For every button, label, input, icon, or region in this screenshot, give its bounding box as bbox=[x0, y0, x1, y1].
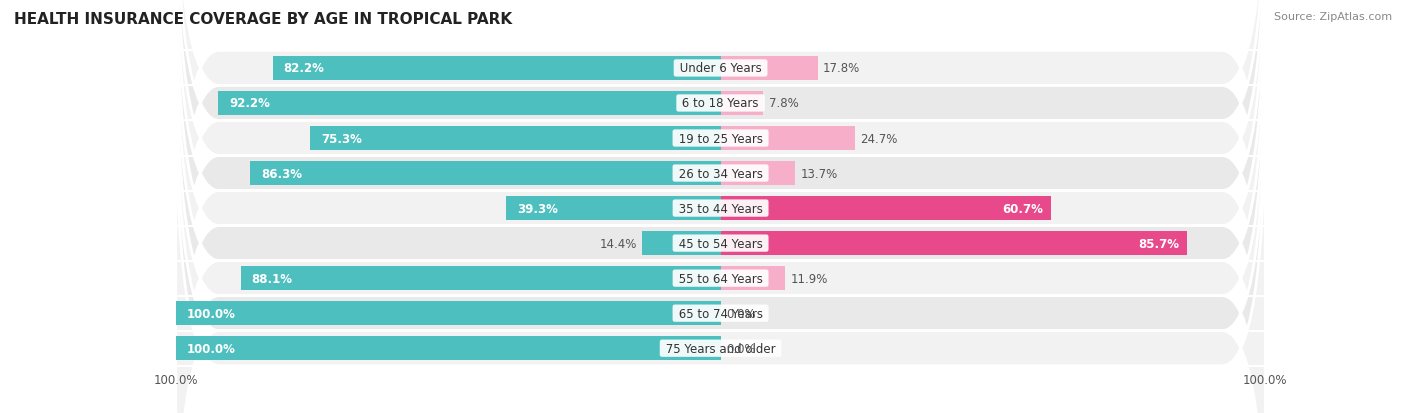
Text: 24.7%: 24.7% bbox=[860, 132, 898, 145]
Text: 92.2%: 92.2% bbox=[229, 97, 270, 110]
FancyBboxPatch shape bbox=[176, 17, 1265, 413]
Bar bbox=[721, 127, 855, 151]
FancyBboxPatch shape bbox=[176, 0, 1265, 401]
Text: 7.8%: 7.8% bbox=[769, 97, 799, 110]
Bar bbox=[506, 197, 721, 221]
Bar bbox=[218, 92, 721, 116]
Text: 6 to 18 Years: 6 to 18 Years bbox=[679, 97, 762, 110]
FancyBboxPatch shape bbox=[176, 51, 1265, 413]
Bar bbox=[643, 232, 721, 255]
Text: 85.7%: 85.7% bbox=[1139, 237, 1180, 250]
Text: 35 to 44 Years: 35 to 44 Years bbox=[675, 202, 766, 215]
Text: 17.8%: 17.8% bbox=[823, 62, 860, 75]
Text: 55 to 64 Years: 55 to 64 Years bbox=[675, 272, 766, 285]
FancyBboxPatch shape bbox=[176, 0, 1265, 413]
FancyBboxPatch shape bbox=[176, 0, 1265, 413]
Text: 0.0%: 0.0% bbox=[725, 342, 755, 355]
Text: 82.2%: 82.2% bbox=[284, 62, 325, 75]
FancyBboxPatch shape bbox=[176, 0, 1265, 366]
Text: 39.3%: 39.3% bbox=[517, 202, 558, 215]
FancyBboxPatch shape bbox=[176, 86, 1265, 413]
Bar bbox=[273, 57, 721, 81]
Text: Under 6 Years: Under 6 Years bbox=[676, 62, 765, 75]
Text: 100.0%: 100.0% bbox=[187, 307, 236, 320]
Bar bbox=[721, 266, 786, 290]
Text: 65 to 74 Years: 65 to 74 Years bbox=[675, 307, 766, 320]
Text: 75 Years and older: 75 Years and older bbox=[662, 342, 779, 355]
Text: 100.0%: 100.0% bbox=[187, 342, 236, 355]
Bar bbox=[176, 301, 721, 325]
Text: 13.7%: 13.7% bbox=[800, 167, 838, 180]
Text: 45 to 54 Years: 45 to 54 Years bbox=[675, 237, 766, 250]
Text: 26 to 34 Years: 26 to 34 Years bbox=[675, 167, 766, 180]
Text: 0.0%: 0.0% bbox=[725, 307, 755, 320]
Text: 19 to 25 Years: 19 to 25 Years bbox=[675, 132, 766, 145]
FancyBboxPatch shape bbox=[176, 0, 1265, 413]
Bar bbox=[721, 197, 1052, 221]
Bar bbox=[250, 162, 721, 185]
Bar bbox=[721, 57, 817, 81]
Text: 88.1%: 88.1% bbox=[252, 272, 292, 285]
Text: 60.7%: 60.7% bbox=[1002, 202, 1043, 215]
Bar bbox=[176, 337, 721, 360]
Text: HEALTH INSURANCE COVERAGE BY AGE IN TROPICAL PARK: HEALTH INSURANCE COVERAGE BY AGE IN TROP… bbox=[14, 12, 512, 27]
Text: 11.9%: 11.9% bbox=[790, 272, 828, 285]
FancyBboxPatch shape bbox=[176, 0, 1265, 331]
Bar bbox=[311, 127, 721, 151]
Bar bbox=[240, 266, 721, 290]
Text: 75.3%: 75.3% bbox=[321, 132, 363, 145]
Text: 86.3%: 86.3% bbox=[262, 167, 302, 180]
Bar bbox=[721, 232, 1188, 255]
Bar bbox=[721, 162, 796, 185]
Bar bbox=[721, 92, 763, 116]
Text: Source: ZipAtlas.com: Source: ZipAtlas.com bbox=[1274, 12, 1392, 22]
Text: 14.4%: 14.4% bbox=[599, 237, 637, 250]
